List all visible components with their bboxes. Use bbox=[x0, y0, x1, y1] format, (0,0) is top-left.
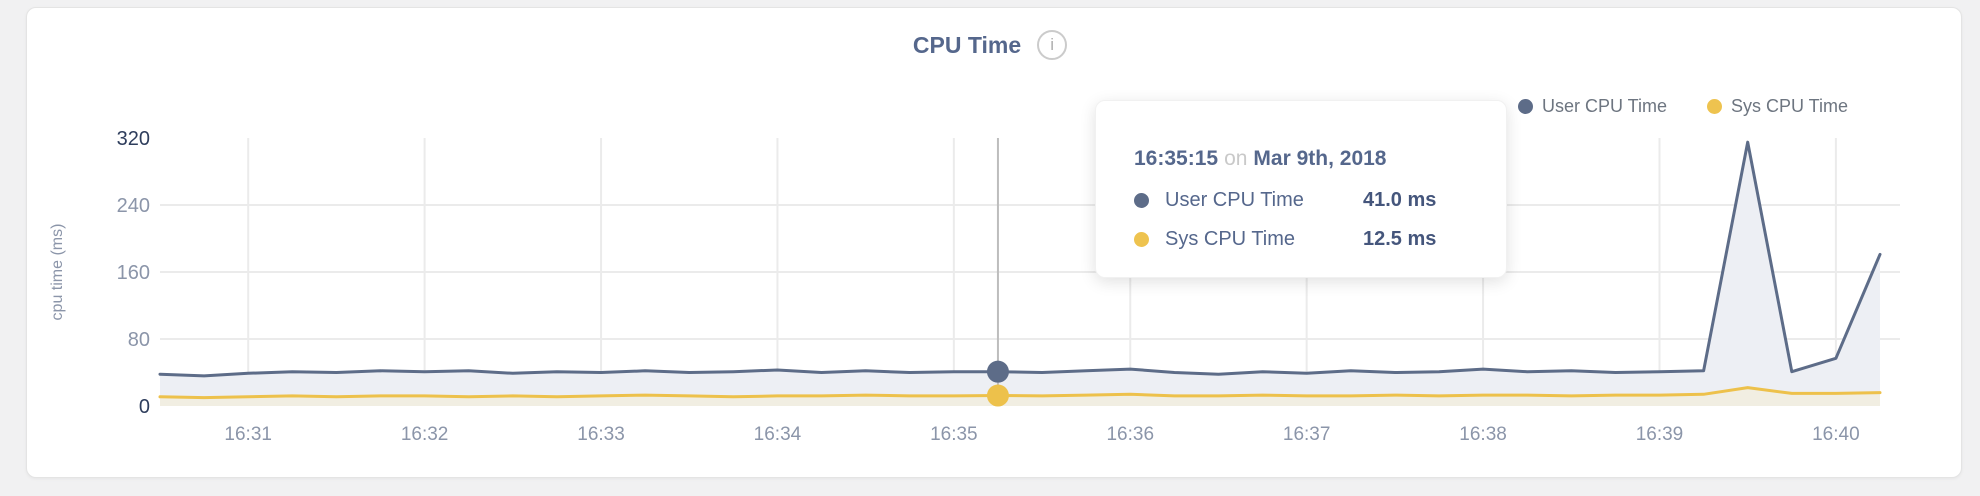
hover-point-sys[interactable] bbox=[986, 384, 1009, 407]
x-tick-label: 16:39 bbox=[1636, 424, 1684, 445]
tooltip-on-word: on bbox=[1224, 147, 1248, 170]
y-tick-label: 240 bbox=[117, 195, 150, 217]
y-axis-title: cpu time (ms) bbox=[49, 224, 66, 321]
x-tick-label: 16:33 bbox=[577, 424, 625, 445]
chart-title: CPU Time bbox=[912, 31, 1022, 58]
tooltip-header: 16:35:15 on Mar 9th, 2018 bbox=[1134, 145, 1506, 173]
chart-header: CPU Time i bbox=[0, 30, 1980, 60]
x-tick-label: 16:31 bbox=[224, 424, 272, 445]
hover-point-user[interactable] bbox=[986, 360, 1009, 383]
user-cpu-line bbox=[158, 140, 1882, 378]
tooltip-series-label: User CPU Time bbox=[1165, 189, 1304, 211]
y-tick-label: 320 bbox=[117, 128, 150, 150]
sys-series-dot-icon bbox=[1134, 232, 1149, 247]
user-cpu-area bbox=[160, 142, 1880, 406]
user-series-dot-icon bbox=[1134, 193, 1149, 208]
x-tick-label: 16:32 bbox=[401, 424, 449, 445]
tooltip-time: 16:35:15 bbox=[1134, 147, 1219, 170]
legend-item-user-cpu-time[interactable]: User CPU Time bbox=[1517, 96, 1667, 117]
x-tick-label: 16:38 bbox=[1459, 424, 1507, 445]
legend-label: User CPU Time bbox=[1541, 96, 1667, 116]
x-tick-label: 16:40 bbox=[1812, 424, 1860, 445]
tooltip-row-user: User CPU Time 41.0 ms bbox=[1134, 189, 1506, 212]
tooltip-date: Mar 9th, 2018 bbox=[1253, 147, 1387, 170]
x-tick-label: 16:35 bbox=[930, 424, 978, 445]
legend-item-sys-cpu-time[interactable]: Sys CPU Time bbox=[1706, 96, 1848, 117]
tooltip-series-label: Sys CPU Time bbox=[1165, 228, 1296, 250]
user-series-dot-icon bbox=[1517, 99, 1533, 114]
x-tick-label: 16:34 bbox=[754, 424, 802, 445]
tooltip-series-value: 12.5 ms bbox=[1363, 228, 1437, 250]
x-tick-label: 16:36 bbox=[1106, 424, 1154, 445]
y-tick-label: 80 bbox=[128, 329, 150, 351]
info-icon[interactable]: i bbox=[1037, 30, 1068, 60]
tooltip-row-sys: Sys CPU Time 12.5 ms bbox=[1134, 228, 1506, 251]
x-tick-label: 16:37 bbox=[1283, 424, 1331, 445]
y-tick-label: 160 bbox=[117, 262, 150, 284]
y-tick-label: 0 bbox=[139, 396, 150, 418]
sys-cpu-line bbox=[158, 386, 1882, 400]
sys-series-dot-icon bbox=[1706, 99, 1722, 114]
legend-label: Sys CPU Time bbox=[1730, 96, 1848, 116]
tooltip-series-value: 41.0 ms bbox=[1363, 189, 1437, 211]
chart-legend: User CPU Time Sys CPU Time bbox=[1517, 96, 1848, 117]
hover-tooltip: 16:35:15 on Mar 9th, 2018 User CPU Time 41… bbox=[1095, 100, 1507, 278]
